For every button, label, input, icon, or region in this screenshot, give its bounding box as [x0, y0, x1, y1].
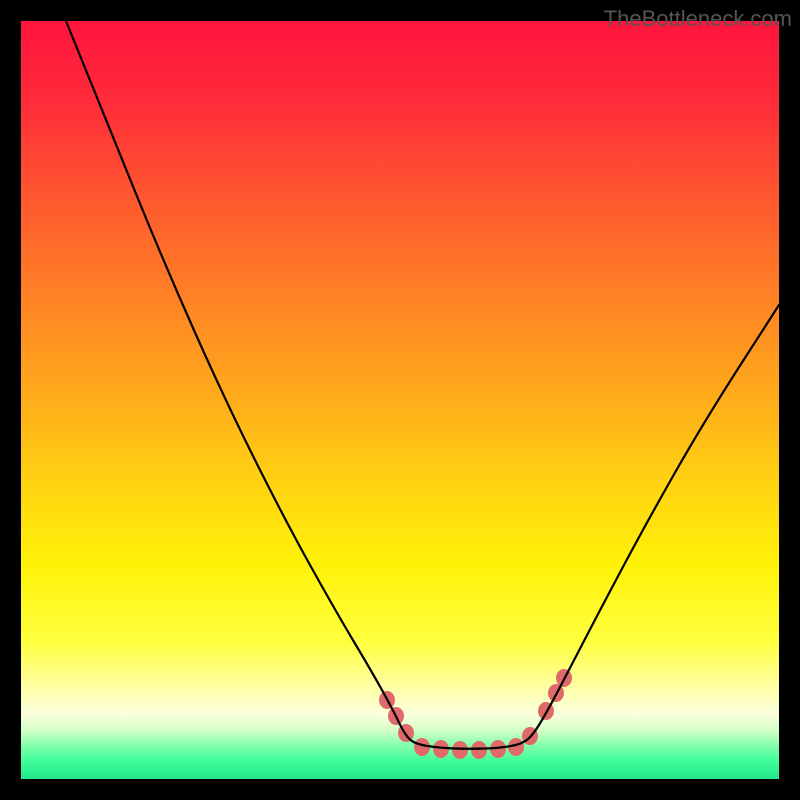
watermark-text: TheBottleneck.com [604, 6, 792, 32]
chart-frame [21, 21, 779, 779]
gradient-background [21, 21, 779, 779]
chart-svg [21, 21, 779, 779]
highlight-dot [471, 741, 487, 759]
highlight-dot [452, 741, 468, 759]
